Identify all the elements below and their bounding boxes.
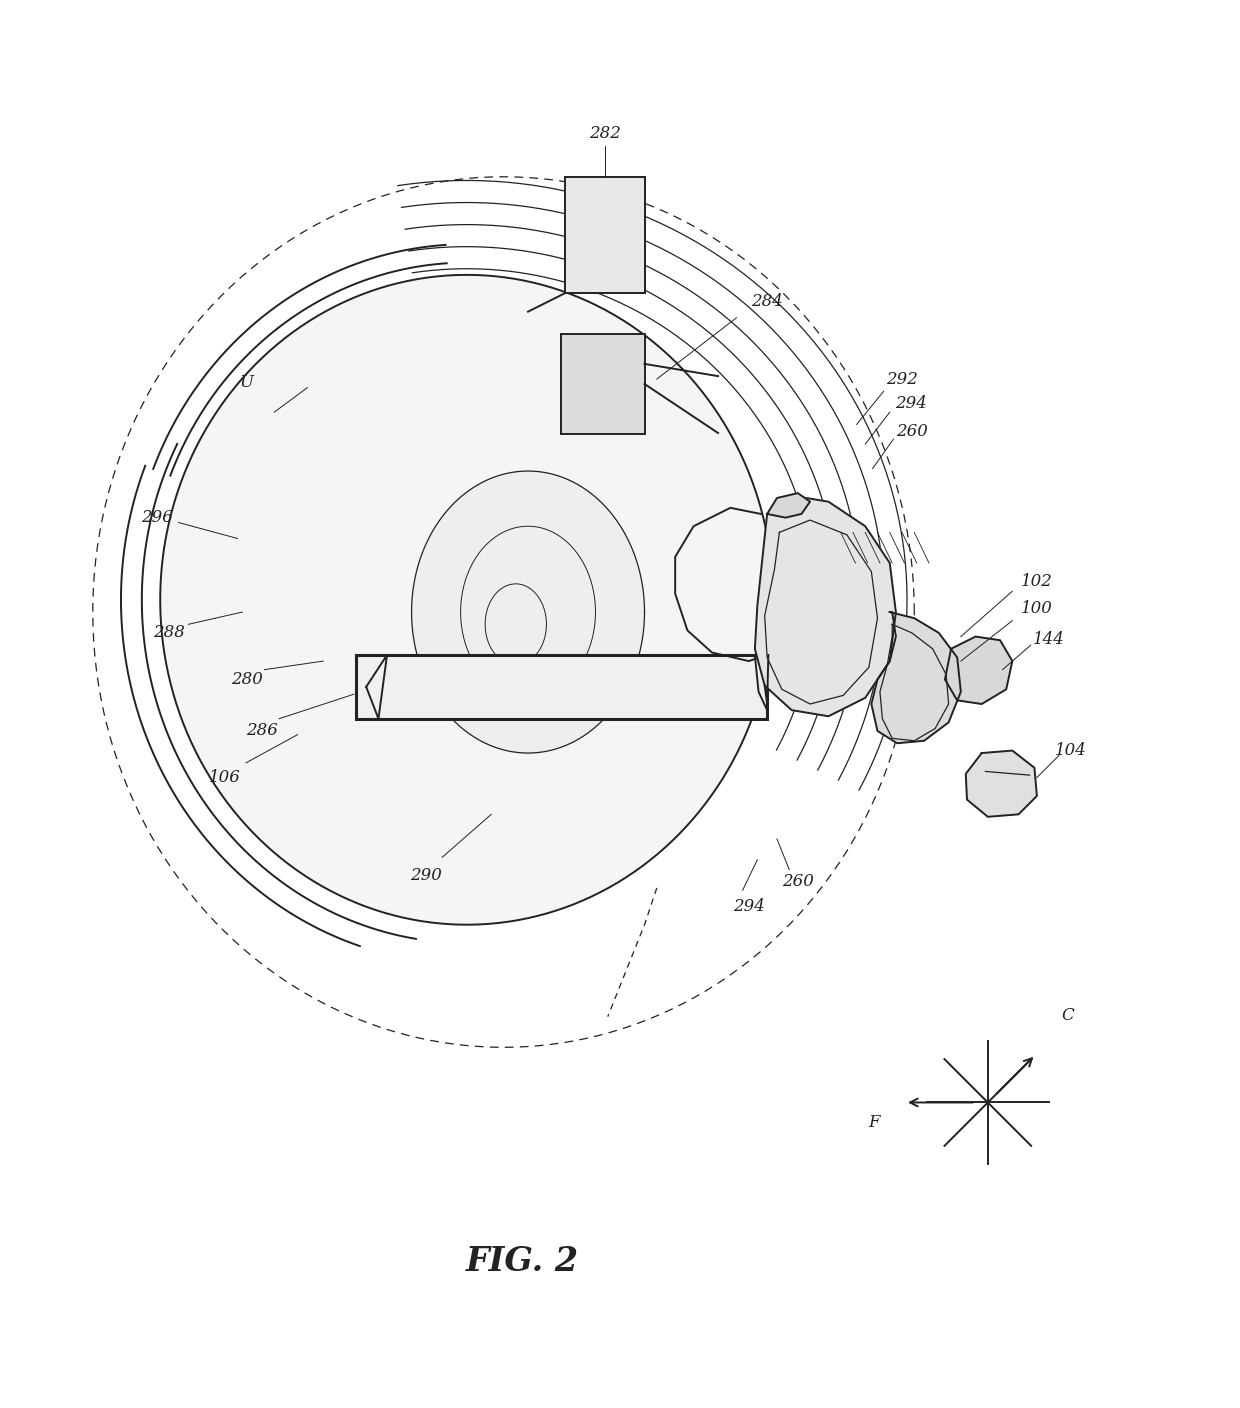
Text: 286: 286 [246,722,278,739]
FancyBboxPatch shape [356,655,768,718]
Text: FIG. 2: FIG. 2 [465,1246,579,1278]
Text: 280: 280 [232,672,263,689]
FancyBboxPatch shape [562,334,645,434]
Text: 106: 106 [210,769,241,786]
Polygon shape [160,275,774,925]
Polygon shape [755,496,895,717]
Text: 288: 288 [153,624,185,642]
Text: 104: 104 [1055,742,1087,759]
Polygon shape [966,750,1037,817]
Polygon shape [768,493,810,518]
Text: 144: 144 [1033,631,1065,648]
Text: 100: 100 [1021,600,1053,617]
Text: C: C [1061,1007,1074,1024]
Polygon shape [945,636,1012,704]
Text: 294: 294 [894,396,926,413]
Text: U: U [239,375,253,391]
Text: 282: 282 [589,125,621,142]
Text: 296: 296 [140,510,172,527]
Text: F: F [869,1114,880,1131]
Text: 290: 290 [410,867,443,884]
Text: 260: 260 [895,424,928,441]
Text: 102: 102 [1021,573,1053,590]
Polygon shape [872,612,961,743]
Polygon shape [412,472,645,753]
Text: 292: 292 [887,370,918,387]
Text: 294: 294 [733,898,765,915]
Text: 284: 284 [751,293,784,310]
Text: 260: 260 [782,873,813,890]
FancyBboxPatch shape [565,177,645,293]
